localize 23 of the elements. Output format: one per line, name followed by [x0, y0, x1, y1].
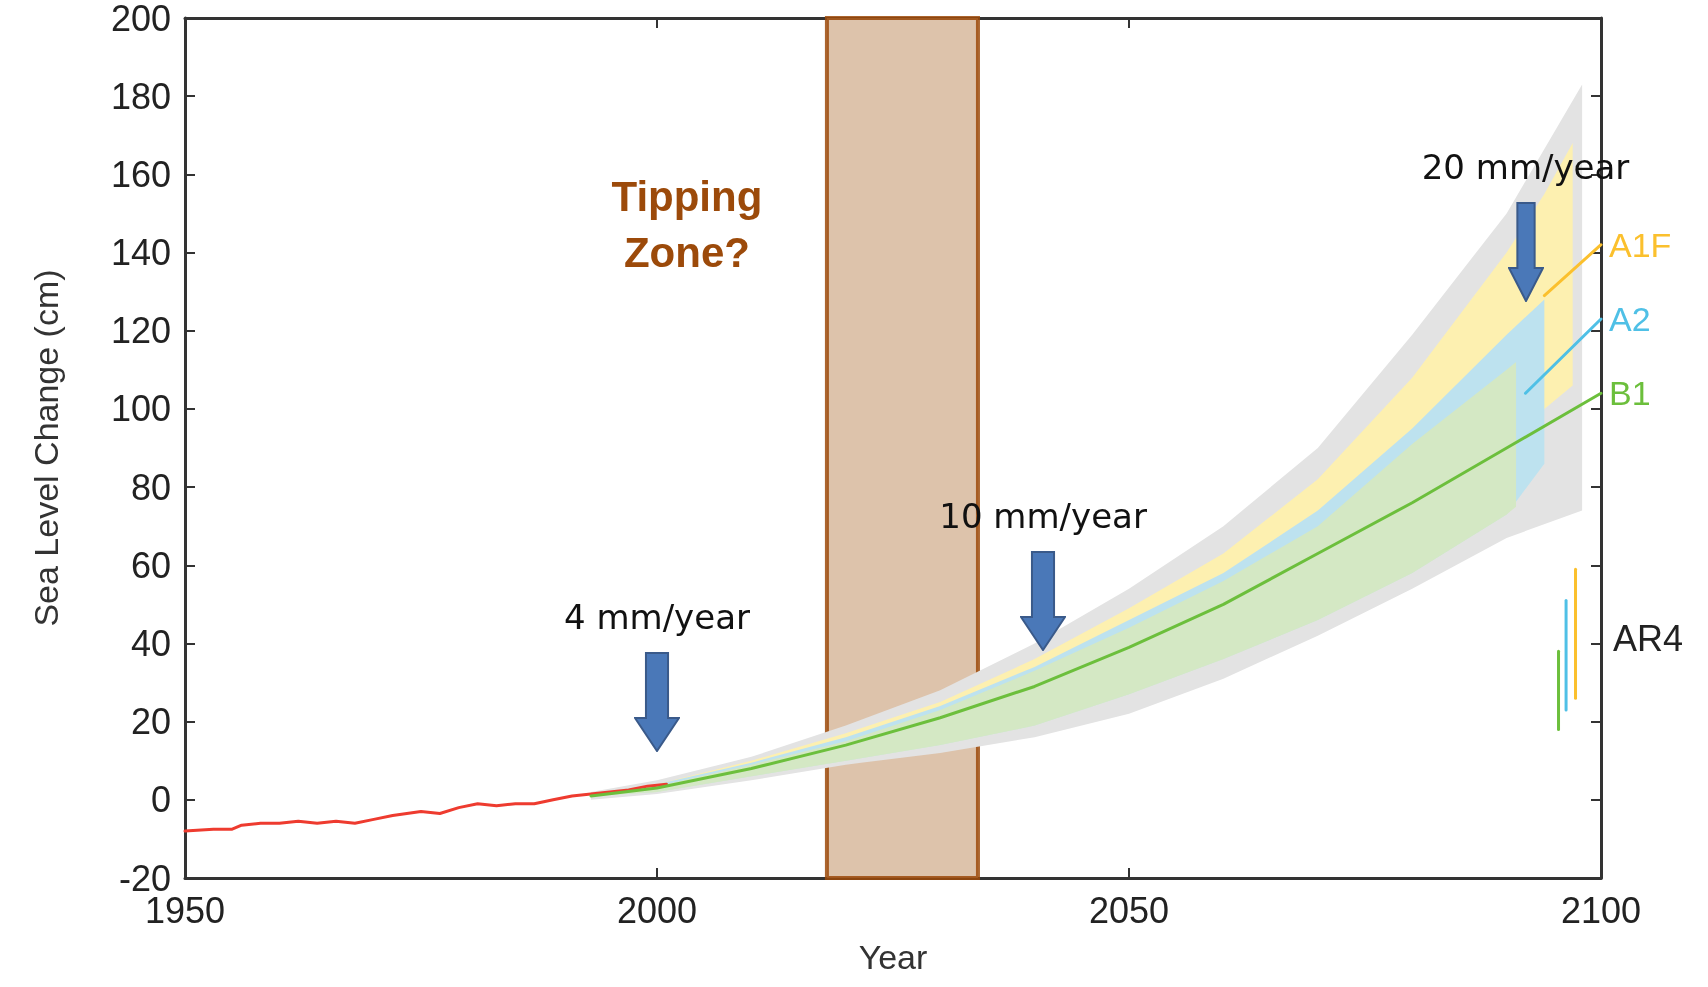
x-axis-title: Year — [858, 938, 928, 976]
series-label: A1F — [1609, 225, 1672, 264]
y-tick-label: 20 — [130, 701, 171, 743]
text: AR4 — [1613, 617, 1684, 659]
y-tick-label: 100 — [110, 388, 171, 430]
y-tick-label: 140 — [110, 232, 171, 274]
y-tick-label: 120 — [110, 310, 171, 352]
y-tick-label: 0 — [150, 779, 171, 821]
series-label: B1 — [1609, 374, 1651, 413]
y-tick-label: 180 — [110, 75, 171, 117]
x-tick-label: 2100 — [1560, 889, 1642, 931]
x-tick-label: 2050 — [1088, 889, 1170, 931]
x-tick-label: 2000 — [616, 889, 698, 931]
y-tick-label: 80 — [130, 466, 171, 508]
y-tick-label: 200 — [110, 0, 171, 39]
line-series — [183, 782, 668, 833]
y-axis-title: Sea Level Change (cm) — [27, 269, 65, 627]
annotation: 4 mm/year — [563, 597, 750, 638]
band-label: Tipping Zone? — [611, 172, 763, 276]
y-tick-label: 60 — [130, 544, 171, 586]
y-tick-label: 160 — [110, 153, 171, 195]
series-label: A2 — [1609, 300, 1651, 338]
y-tick-label: 40 — [130, 622, 171, 664]
